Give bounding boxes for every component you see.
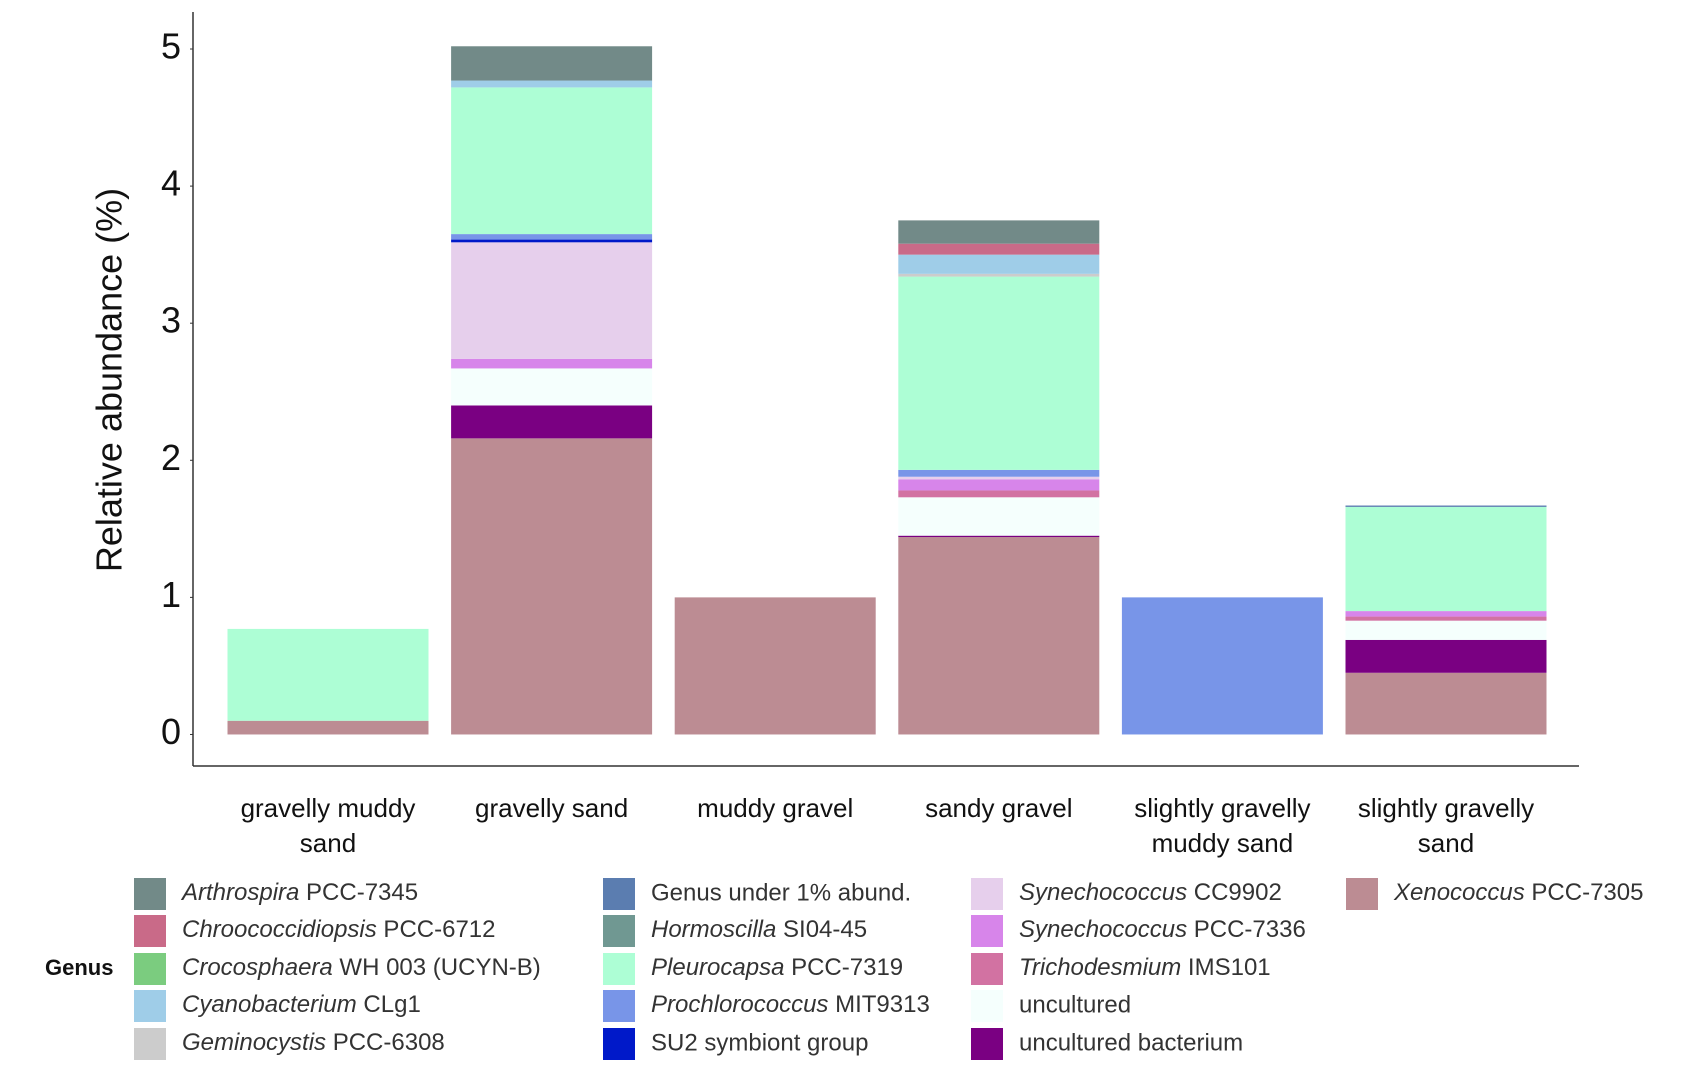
legend-label: Prochlorococcus MIT9313 <box>651 991 930 1018</box>
bar-segment <box>898 497 1100 536</box>
bar-segment <box>898 537 1100 735</box>
bar-segment <box>1345 505 1547 507</box>
legend-swatch <box>971 915 1003 947</box>
legend-label: Hormoscilla SI04-45 <box>651 916 867 943</box>
legend-swatch <box>134 1028 166 1060</box>
bar-segment <box>1345 506 1547 612</box>
bar-segment <box>1345 672 1547 735</box>
legend-swatch <box>603 953 635 985</box>
legend-swatch <box>971 990 1003 1022</box>
y-tick-label: 1 <box>161 574 181 615</box>
bar-segment <box>898 469 1100 477</box>
bar-segment <box>451 80 653 88</box>
legend-label: Genus under 1% abund. <box>651 879 911 906</box>
bar-segment <box>227 628 429 721</box>
legend-swatch <box>134 878 166 910</box>
bar-segment <box>898 490 1100 498</box>
legend-swatch <box>134 953 166 985</box>
legend-label: Cyanobacterium CLg1 <box>182 991 421 1018</box>
y-tick-label: 2 <box>161 437 181 478</box>
legend-swatch <box>1346 878 1378 910</box>
legend-swatch <box>971 878 1003 910</box>
bar-segment <box>451 405 653 439</box>
bar-segment <box>898 276 1100 470</box>
bar-segment <box>1345 611 1547 617</box>
bar-segment <box>898 243 1100 255</box>
legend-label: Geminocystis PCC-6308 <box>182 1029 445 1056</box>
y-tick-label: 5 <box>161 26 181 67</box>
bar-segment <box>451 438 653 735</box>
legend-label: Arthrospira PCC-7345 <box>180 879 418 906</box>
bar-segment <box>674 597 876 735</box>
legend-swatch <box>603 878 635 910</box>
bar-segment <box>1345 616 1547 621</box>
legend-label: Trichodesmium IMS101 <box>1019 954 1271 981</box>
legend-label: Pleurocapsa PCC-7319 <box>651 954 903 981</box>
legend-title: Genus <box>45 955 113 980</box>
legend-swatch <box>134 915 166 947</box>
x-tick-label: muddy gravel <box>697 793 853 823</box>
legend-label: uncultured bacterium <box>1019 1029 1243 1056</box>
bar-segment <box>451 234 653 240</box>
bar-segment <box>451 242 653 359</box>
bar-segment <box>1345 620 1547 640</box>
legend-label: uncultured <box>1019 991 1131 1018</box>
legend-label: Synechococcus PCC-7336 <box>1019 916 1306 943</box>
bar-segment <box>451 46 653 81</box>
x-tick-label: slightly gravelly sand <box>1358 793 1534 858</box>
bar-segment <box>451 239 653 243</box>
bar-segment <box>451 87 653 235</box>
bar-segment <box>898 254 1100 274</box>
legend-label: Crocosphaera WH 003 (UCYN-B) <box>182 954 541 981</box>
bar-segment <box>898 220 1100 244</box>
y-tick-label: 0 <box>161 711 181 752</box>
bar-segment <box>898 476 1100 480</box>
y-tick-label: 3 <box>161 300 181 341</box>
legend-swatch <box>603 990 635 1022</box>
legend-label: SU2 symbiont group <box>651 1029 868 1056</box>
y-tick-label: 4 <box>161 163 181 204</box>
legend-label: Synechococcus CC9902 <box>1019 879 1282 906</box>
legend-label: Chroococcidiopsis PCC-6712 <box>182 916 496 943</box>
x-tick-label: gravelly sand <box>475 793 628 823</box>
legend-swatch <box>603 1028 635 1060</box>
x-tick-label: slightly gravelly muddy sand <box>1134 793 1310 858</box>
x-tick-label: sandy gravel <box>925 793 1072 823</box>
legend-label: Xenococcus PCC-7305 <box>1393 879 1643 906</box>
bar-segment <box>898 535 1100 538</box>
bar-segment <box>898 273 1100 277</box>
legend-swatch <box>134 990 166 1022</box>
x-tick-label: gravelly muddy sand <box>241 793 416 858</box>
legend-swatch <box>971 953 1003 985</box>
bar-segment <box>898 479 1100 491</box>
bar-segment <box>227 720 429 735</box>
legend-swatch <box>971 1028 1003 1060</box>
y-axis-label: Relative abundance (%) <box>89 188 130 572</box>
bar-segment <box>451 358 653 369</box>
bar-segment <box>1345 639 1547 673</box>
bar-segment <box>451 368 653 406</box>
bar-segment <box>1121 597 1323 735</box>
legend-swatch <box>603 915 635 947</box>
